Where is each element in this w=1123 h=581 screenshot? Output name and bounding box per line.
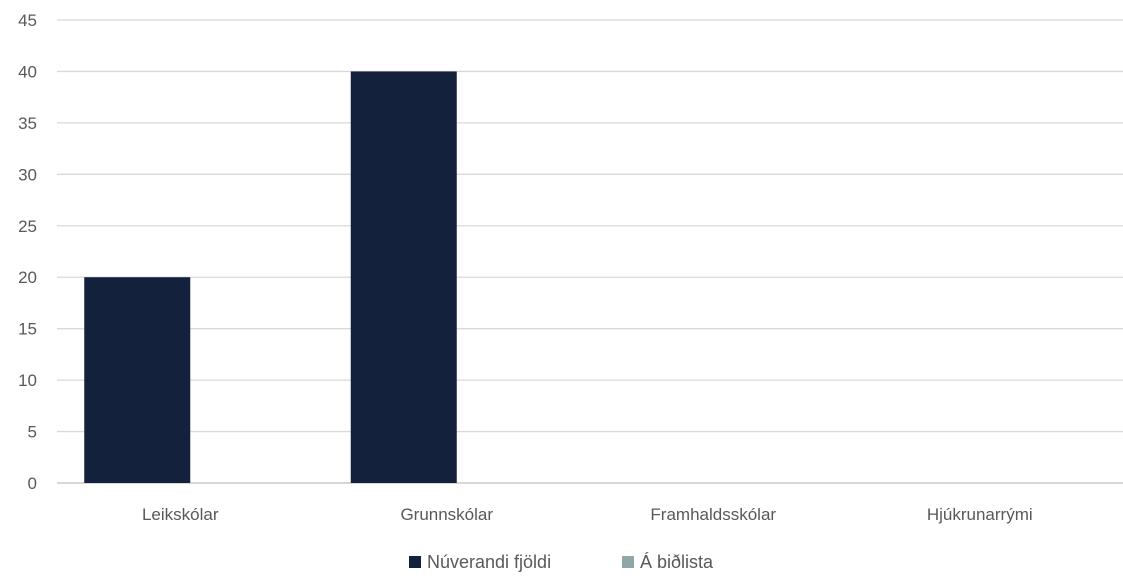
x-axis: Leikskólar Grunnskólar Framhaldsskólar Hjúk…: [142, 505, 1033, 524]
y-tick-label: 5: [28, 423, 37, 442]
y-tick-label: 10: [18, 371, 37, 390]
y-tick-label: 30: [18, 165, 37, 184]
y-tick-label: 35: [18, 114, 37, 133]
y-tick-label: 45: [18, 11, 37, 30]
gridlines: [57, 19, 1123, 484]
y-tick-label: 0: [28, 474, 37, 493]
legend-swatch: [622, 556, 634, 568]
legend-label: Núverandi fjöldi: [427, 552, 551, 572]
legend-swatch: [409, 556, 421, 568]
legend-label: Á biðlista: [640, 552, 714, 572]
x-category-label: Grunnskólar: [400, 505, 493, 524]
y-tick-label: 20: [18, 268, 37, 287]
bars: [84, 71, 457, 483]
x-category-label: Hjúkrunarrými: [927, 505, 1033, 524]
bar-nuverandi-fjoldi: [84, 277, 191, 483]
x-category-label: Framhaldsskólar: [650, 505, 776, 524]
y-tick-label: 25: [18, 217, 37, 236]
legend: Núverandi fjöldi Á biðlista: [409, 552, 714, 572]
y-tick-label: 40: [18, 62, 37, 81]
x-category-label: Leikskólar: [142, 505, 219, 524]
y-tick-label: 15: [18, 320, 37, 339]
bar-nuverandi-fjoldi: [350, 71, 457, 483]
y-axis-ticks: 0 5 10 15 20 25 30 35 40 45: [18, 11, 37, 493]
